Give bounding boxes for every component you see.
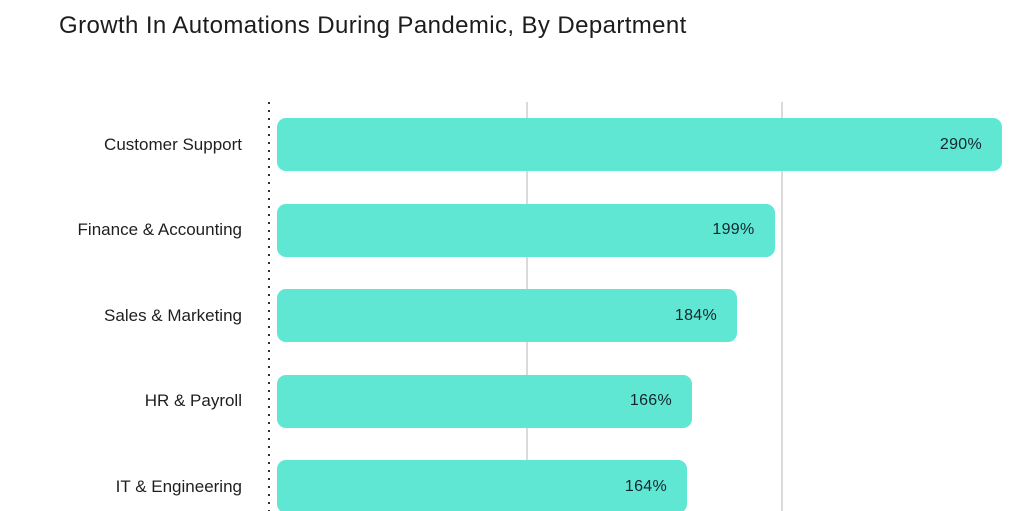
bar: 166% <box>277 374 692 428</box>
bar-value-label: 164% <box>624 477 667 495</box>
category-label: Customer Support <box>104 134 242 154</box>
chart-title: Growth In Automations During Pandemic, B… <box>59 12 687 39</box>
category-label: Finance & Accounting <box>77 220 242 239</box>
bar: 184% <box>277 289 737 342</box>
category-label: Sales & Marketing <box>104 305 242 325</box>
bar: 290% <box>277 118 1002 171</box>
category-label: IT & Engineering <box>115 476 242 496</box>
bar-value-label: 290% <box>939 135 982 153</box>
bar-value-label: 166% <box>629 392 672 409</box>
bar-value-label: 199% <box>712 221 755 238</box>
bar: 164% <box>277 460 687 511</box>
category-label: HR & Payroll <box>144 391 242 410</box>
bar-value-label: 184% <box>674 306 717 324</box>
bar: 199% <box>277 203 775 257</box>
vertical-gridline <box>781 102 783 511</box>
y-axis-dotted-baseline <box>268 102 270 511</box>
